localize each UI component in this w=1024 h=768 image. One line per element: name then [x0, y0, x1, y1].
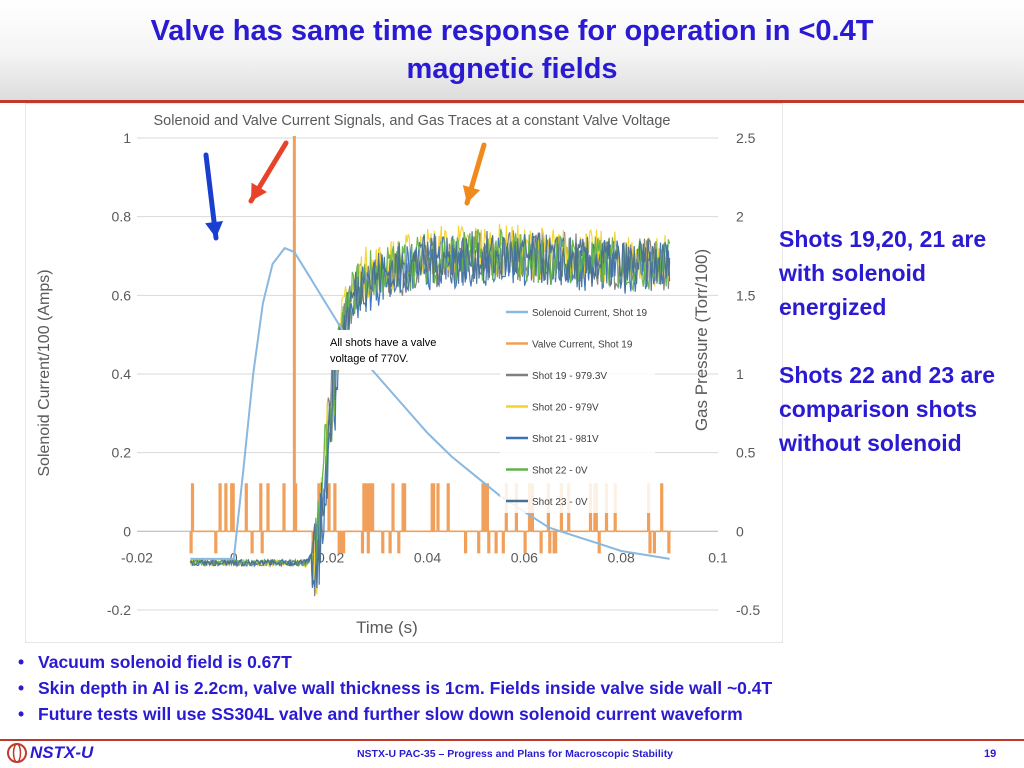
annotation-box [323, 330, 463, 370]
legend-shot-22-label: Shot 22 - 0V [532, 466, 588, 477]
x-axis-ticks: -0.02 0 0.02 0.04 0.06 0.08 0.1 [121, 549, 728, 565]
y2-axis-ticks: -0.5 0 0.5 1 1.5 2 2.5 [736, 130, 760, 618]
red-arrow-icon-head [251, 182, 267, 201]
chart-title: Solenoid and Valve Current Signals, and … [154, 113, 671, 129]
blue-arrow-icon-head [205, 221, 224, 238]
slide-title-line1: Valve has same time response for operati… [150, 15, 874, 47]
side-note-solenoid: Shots 19,20, 21 are with solenoid energi… [779, 226, 987, 320]
y-axis-label: Solenoid Current/100 (Amps) [36, 269, 53, 476]
bullet-item: • Future tests will use SS304L valve and … [18, 701, 1018, 727]
y-tick-label: 0.2 [112, 445, 132, 461]
legend-shot-20-label: Shot 20 - 979V [532, 403, 599, 414]
title-rule [0, 100, 1024, 103]
page-number: 19 [984, 748, 997, 760]
orange-arrow-icon-head [462, 185, 481, 203]
y2-tick-label: 0 [736, 523, 744, 539]
y-tick-label: 1 [123, 130, 131, 146]
x-tick-label: 0.04 [414, 549, 441, 565]
y2-tick-label: 1 [736, 366, 744, 382]
chart-background [25, 103, 783, 643]
y-tick-label: 0.8 [112, 209, 132, 225]
bullet-list: • Vacuum solenoid field is 0.67T • Skin de… [18, 649, 1018, 727]
annotation-line2: voltage of 770V. [330, 353, 409, 365]
y-tick-label: 0.6 [112, 287, 132, 303]
annotation-line1: All shots have a valve [330, 337, 436, 349]
annotation-text: All shots have a valve voltage of 770V. [330, 337, 439, 365]
footer-logo-text: NSTX-U [30, 743, 94, 762]
y2-tick-label: -0.5 [736, 602, 760, 618]
bullet-item: • Skin depth in Al is 2.2cm, valve wall t… [18, 675, 1018, 701]
series-layer [189, 136, 672, 597]
slide-title: Valve has same time response for operati… [60, 12, 964, 88]
legend-valve-current-label: Valve Current, Shot 19 [532, 340, 633, 351]
bullet-dot: • [18, 678, 25, 698]
legend-shot-23-label: Shot 23 - 0V [532, 497, 588, 508]
y2-tick-label: 2.5 [736, 130, 756, 146]
x-axis-label: Time (s) [356, 618, 418, 637]
nstx-logo-icon [7, 743, 27, 763]
legend-shot-19-label: Shot 19 - 979.3V [532, 371, 607, 382]
legend-solenoid-current-label: Solenoid Current, Shot 19 [532, 308, 648, 319]
side-notes: Shots 19,20, 21 are with solenoid energi… [779, 222, 1014, 494]
y-tick-label: 0.4 [112, 366, 132, 382]
legend-shot-21-label: Shot 21 - 981V [532, 434, 599, 445]
chart-frame [25, 103, 783, 643]
bullet-text: Future tests will use SS304L valve and f… [38, 704, 743, 724]
x-tick-label: 0.06 [511, 549, 538, 565]
chart-legend: Solenoid Current, Shot 19 Valve Current, … [506, 308, 648, 508]
bullet-text: Vacuum solenoid field is 0.67T [38, 652, 292, 672]
series-shot-21-line [189, 236, 671, 588]
x-tick-label: -0.02 [121, 549, 153, 565]
y2-tick-label: 0.5 [736, 445, 756, 461]
title-band [0, 0, 1024, 100]
chart-container: Solenoid and Valve Current Signals, and … [25, 103, 783, 643]
side-note-comparison: Shots 22 and 23 are comparison shots wit… [779, 362, 996, 456]
bullet-dot: • [18, 652, 25, 672]
series-valve-current-line [189, 483, 672, 554]
y-tick-label: 0 [123, 523, 131, 539]
bullet-dot: • [18, 704, 25, 724]
y2-tick-label: 2 [736, 209, 744, 225]
bullet-text: Skin depth in Al is 2.2cm, valve wall th… [38, 678, 773, 698]
footer-rule [0, 739, 1024, 741]
footer-text: NSTX-U PAC-35 – Progress and Plans for M… [356, 748, 674, 760]
series-shot-23-line [189, 230, 671, 589]
y2-tick-label: 1.5 [736, 287, 756, 303]
bullet-item: • Vacuum solenoid field is 0.67T [18, 649, 1018, 675]
y-tick-label: -0.2 [107, 602, 131, 618]
chart-svg: Solenoid and Valve Current Signals, and … [25, 103, 783, 643]
annotation-arrows [203, 140, 487, 241]
x-tick-label: 0.1 [708, 549, 728, 565]
y2-axis-label: Gas Pressure (Torr/100) [692, 249, 711, 431]
slide-title-line2: magnetic fields [406, 53, 618, 85]
y-axis-ticks: -0.2 0 0.2 0.4 0.6 0.8 1 [107, 130, 131, 618]
x-tick-label: 0.08 [608, 549, 635, 565]
